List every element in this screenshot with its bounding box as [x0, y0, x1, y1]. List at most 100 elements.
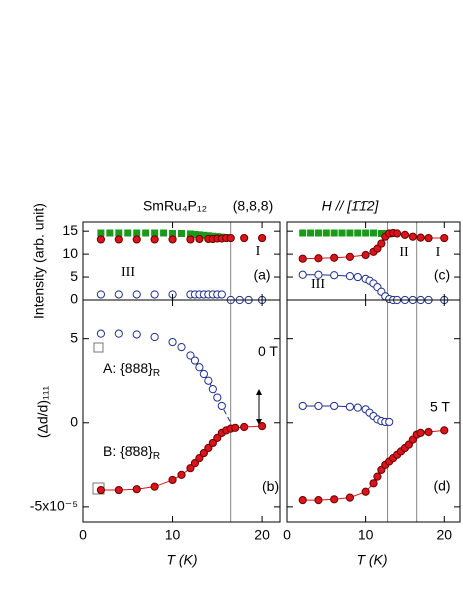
data-point [132, 485, 141, 494]
data-point [195, 363, 204, 372]
data-point [345, 402, 355, 411]
annotation-text: A: {888} [103, 360, 153, 376]
data-point [195, 234, 204, 244]
data-point [132, 290, 141, 299]
annotation-text: (b) [262, 478, 279, 494]
data-point [299, 229, 307, 237]
data-point [392, 229, 402, 238]
data-point [114, 485, 123, 495]
data-point [168, 475, 177, 485]
data-point [195, 453, 204, 463]
data-point [199, 448, 208, 458]
data-point [186, 235, 195, 244]
data-point [217, 290, 226, 299]
annotation: (d) [433, 478, 450, 494]
data-point [257, 422, 267, 431]
data-point [322, 229, 330, 237]
data-point [400, 230, 410, 239]
data-point [440, 233, 449, 243]
data-point [177, 342, 186, 352]
data-point [240, 422, 249, 432]
data-point [231, 423, 240, 432]
data-point [345, 252, 355, 261]
data-point [257, 233, 267, 243]
data-point [240, 233, 249, 243]
data-point [132, 330, 141, 339]
annotation: B: {8̄88}R [103, 443, 160, 462]
x-axis-label: T (K) [356, 552, 387, 568]
data-point [330, 495, 339, 504]
data-point [361, 250, 370, 260]
data-point [96, 290, 106, 299]
data-point [160, 229, 168, 237]
x-tick-label: 0 [79, 527, 87, 543]
data-point [424, 427, 433, 437]
data-point [96, 329, 106, 338]
data-point [186, 351, 195, 360]
data-point [115, 229, 123, 237]
data-point [204, 376, 213, 385]
data-point [369, 479, 378, 488]
y-tick-label: -5x10⁻⁵ [30, 498, 78, 514]
data-point [353, 272, 362, 282]
data-point [330, 229, 338, 237]
data-point [178, 229, 185, 237]
plot-frame [82, 299, 281, 523]
data-point [142, 229, 150, 237]
data-point [186, 464, 195, 473]
data-point [345, 493, 355, 502]
data-point [150, 235, 159, 244]
annotation: (c) [434, 267, 450, 283]
data-point [314, 496, 323, 505]
data-point [97, 229, 105, 237]
annotation: I [256, 244, 261, 259]
data-point [150, 482, 159, 491]
data-point [114, 290, 123, 299]
data-point [199, 369, 208, 379]
data-point [385, 417, 394, 427]
data-point [330, 271, 339, 280]
annotation: II [399, 245, 409, 260]
data-point [124, 229, 132, 237]
x-tick-label: 0 [283, 527, 291, 543]
data-point [226, 233, 235, 243]
y-tick-label: 10 [62, 245, 78, 261]
annotation-text: 0 T [258, 343, 278, 359]
annotation: 0 T [258, 343, 278, 359]
data-point [361, 487, 370, 496]
annotation: I [436, 245, 441, 260]
data-point [177, 470, 186, 480]
data-point [150, 332, 159, 342]
sample-marker [93, 342, 104, 353]
data-point [132, 235, 141, 244]
annotation: III [311, 277, 325, 292]
annotation: A: {888}R [103, 360, 160, 379]
data-point [338, 229, 346, 237]
y-tick-label: 15 [62, 222, 78, 238]
data-point [424, 233, 433, 243]
y-tick-label: 5 [70, 268, 78, 284]
series-line [302, 429, 445, 501]
annotation-text: B: {8̄88} [103, 443, 153, 459]
annotation: III [121, 265, 135, 280]
data-point [298, 496, 307, 505]
data-point [370, 229, 377, 237]
annotation-subscript: R [153, 368, 160, 379]
data-point [217, 401, 226, 411]
data-point [314, 254, 323, 263]
x-axis-label: T (K) [166, 552, 197, 568]
y-tick-label: 0 [70, 413, 78, 429]
plot-frame [286, 299, 461, 523]
data-point [190, 356, 200, 365]
data-point [416, 233, 425, 242]
data-point [114, 235, 123, 244]
x-tick-label: 20 [436, 527, 452, 543]
annotation: (a) [253, 267, 270, 283]
y-tick-label: 5 [70, 329, 78, 345]
data-point [96, 485, 106, 495]
annotation-subscript: R [153, 451, 160, 462]
data-point [354, 229, 362, 237]
data-point [345, 272, 355, 281]
data-point [168, 235, 177, 244]
y-axis-label: Intensity (arb. unit) [31, 203, 47, 319]
